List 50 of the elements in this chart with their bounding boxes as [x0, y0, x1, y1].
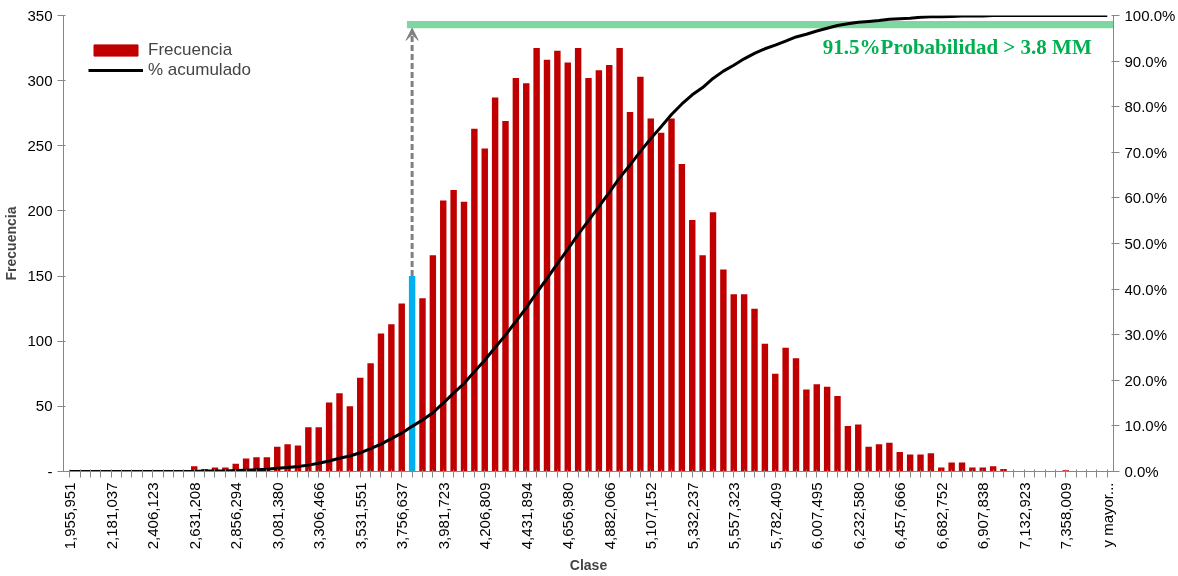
- x-tick-label: 6,907,838: [974, 482, 992, 550]
- x-tick-label: 5,557,323: [725, 482, 743, 550]
- x-tick-label: 4,656,980: [559, 482, 577, 550]
- x-tick-label: 3,081,380: [268, 482, 286, 550]
- x-tick-label: 5,782,409: [766, 482, 784, 550]
- y2-tick-label: 0.0%: [1124, 463, 1159, 480]
- y2-tick-label: 50.0%: [1124, 235, 1168, 252]
- y2-tick-label: 60.0%: [1124, 189, 1168, 207]
- y-tick-label: 350: [27, 6, 53, 24]
- y2-tick-label: 90.0%: [1124, 52, 1168, 70]
- y2-tick-label: 80.0%: [1124, 98, 1168, 116]
- x-tick-label: y mayor...: [1098, 482, 1116, 548]
- y-tick-label: 300: [27, 71, 53, 89]
- x-tick-label: 7,132,923: [1015, 482, 1033, 550]
- x-tick-label: 4,206,809: [476, 482, 494, 550]
- x-tick-label: 2,631,208: [185, 482, 203, 550]
- y2-tick-label: 100.0%: [1124, 7, 1176, 24]
- y-tick-label: 150: [27, 267, 53, 285]
- y2-tick-label: 40.0%: [1124, 280, 1168, 298]
- x-tick-label: 2,856,294: [227, 482, 245, 550]
- x-tick-label: 5,107,152: [642, 482, 660, 550]
- x-tick-label: 6,232,580: [849, 482, 867, 550]
- y-tick-label: -: [47, 462, 53, 480]
- x-tick-label: 1,955,951: [61, 482, 79, 550]
- x-tick-label: 5,332,237: [683, 482, 701, 550]
- y2-tick-label: 10.0%: [1124, 417, 1168, 435]
- y2-tick-label: 20.0%: [1124, 371, 1168, 389]
- legend-label: % acumulado: [148, 60, 252, 80]
- x-tick-label: 3,306,466: [310, 482, 328, 550]
- x-tick-label: 4,431,894: [517, 482, 535, 550]
- y-tick-label: 250: [27, 136, 53, 154]
- x-tick-label: 2,406,123: [144, 482, 162, 550]
- x-axis-title: Clase: [569, 557, 608, 574]
- y-tick-label: 50: [35, 397, 53, 415]
- x-tick-label: 6,682,752: [932, 482, 950, 550]
- y2-tick-label: 30.0%: [1124, 326, 1168, 344]
- y-tick-label: 200: [27, 201, 53, 219]
- x-tick-label: 7,358,009: [1057, 482, 1075, 550]
- x-tick-label: 4,882,066: [600, 482, 618, 550]
- y-tick-label: 100: [27, 332, 53, 350]
- x-tick-label: 3,756,637: [393, 482, 411, 550]
- x-tick-label: 3,981,723: [434, 482, 452, 550]
- y-axis-title: Frecuencia: [3, 206, 20, 281]
- x-tick-label: 6,457,666: [891, 482, 909, 550]
- x-tick-label: 6,007,495: [808, 482, 826, 550]
- y2-tick-label: 70.0%: [1124, 143, 1168, 161]
- x-tick-label: 3,531,551: [351, 482, 369, 550]
- x-tick-label: 2,181,037: [102, 482, 120, 550]
- legend-label: Frecuencia: [148, 40, 233, 60]
- annotation: 91.5%Probabilidad > 3.8 MM: [822, 35, 1092, 60]
